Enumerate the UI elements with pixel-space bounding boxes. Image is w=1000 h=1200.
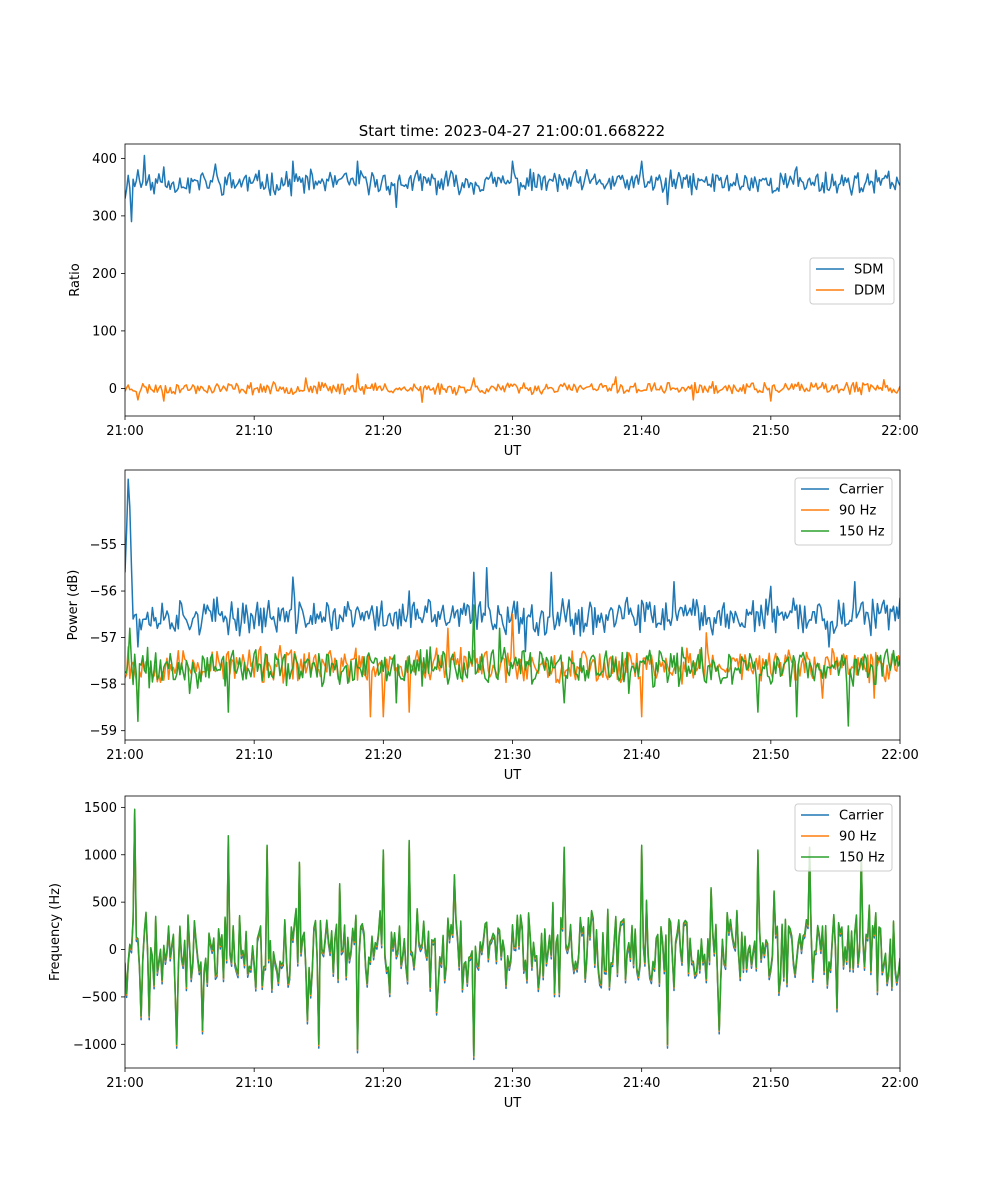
y-axis-label: Ratio <box>68 263 83 296</box>
y-tick-label: 1000 <box>84 848 117 863</box>
x-axis-label: UT <box>504 1096 522 1111</box>
x-axis-label: UT <box>504 444 522 459</box>
x-axis-label: UT <box>504 768 522 783</box>
y-tick-label: 300 <box>92 209 117 224</box>
series-line-carrier <box>125 478 900 653</box>
legend: Carrier 90 Hz 150 Hz <box>794 477 893 546</box>
legend: SDM DDM <box>809 257 895 305</box>
y-tick-label: 400 <box>92 152 117 167</box>
x-tick-label: 21:00 <box>106 748 143 763</box>
y-tick-label: −500 <box>81 990 117 1005</box>
series-line-sdm <box>125 154 900 223</box>
y-tick-label: 0 <box>109 382 117 397</box>
y-tick-label: 1500 <box>84 801 117 816</box>
x-tick-label: 21:50 <box>752 748 789 763</box>
x-tick-label: 21:30 <box>494 1076 531 1091</box>
x-tick-label: 22:00 <box>881 424 918 439</box>
plot-frame <box>124 469 901 741</box>
x-tick-label: 21:30 <box>494 748 531 763</box>
y-tick-label: −59 <box>90 724 117 739</box>
legend-label: Carrier <box>839 483 884 498</box>
y-tick-label: 0 <box>109 943 117 958</box>
panel-power: 21:00 21:10 21:20 21:30 21:40 21:50 22:00 −59 −5… <box>66 469 919 783</box>
x-tick-label: 21:10 <box>235 1076 272 1091</box>
panel-ratio: 21:00 21:10 21:20 21:30 21:40 21:50 22:00 0 100 2… <box>68 143 919 459</box>
panel-frequency: 21:00 21:10 21:20 21:30 21:40 21:50 22:00 −1000… <box>48 795 919 1111</box>
x-tick-label: 21:10 <box>235 748 272 763</box>
legend-label: DDM <box>854 284 885 299</box>
y-tick-label: −1000 <box>73 1038 117 1053</box>
legend-label: 150 Hz <box>839 851 885 866</box>
y-tick-label: −58 <box>90 678 117 693</box>
y-axis-label: Frequency (Hz) <box>48 883 63 981</box>
legend-label: 90 Hz <box>839 504 876 519</box>
legend-label: Carrier <box>839 809 884 824</box>
legend: Carrier 90 Hz 150 Hz <box>794 803 893 872</box>
x-tick-label: 22:00 <box>881 1076 918 1091</box>
y-tick-label: −55 <box>90 538 117 553</box>
x-tick-label: 21:50 <box>752 424 789 439</box>
y-tick-label: 500 <box>92 896 117 911</box>
y-tick-label: 100 <box>92 324 117 339</box>
x-tick-label: 21:00 <box>106 1076 143 1091</box>
y-tick-label: −56 <box>90 585 117 600</box>
y-tick-label: −57 <box>90 631 117 646</box>
y-tick-label: 200 <box>92 267 117 282</box>
x-tick-label: 21:00 <box>106 424 143 439</box>
x-tick-label: 21:40 <box>623 424 660 439</box>
figure-title: Start time: 2023-04-27 21:00:01.668222 <box>359 122 665 140</box>
legend-label: 150 Hz <box>839 525 885 540</box>
x-tick-label: 22:00 <box>881 748 918 763</box>
series-line-90-hz <box>125 613 900 718</box>
x-tick-label: 21:10 <box>235 424 272 439</box>
x-tick-label: 21:40 <box>623 748 660 763</box>
series-line-150-hz <box>125 604 900 727</box>
x-tick-label: 21:40 <box>623 1076 660 1091</box>
x-tick-label: 21:30 <box>494 424 531 439</box>
x-tick-label: 21:20 <box>365 748 402 763</box>
x-tick-label: 21:50 <box>752 1076 789 1091</box>
legend-label: 90 Hz <box>839 830 876 845</box>
series-line-150-hz <box>125 808 900 1057</box>
x-tick-label: 21:20 <box>365 1076 402 1091</box>
y-axis-label: Power (dB) <box>66 570 81 641</box>
series-line-ddm <box>125 373 900 403</box>
legend-label: SDM <box>854 263 883 278</box>
x-tick-label: 21:20 <box>365 424 402 439</box>
